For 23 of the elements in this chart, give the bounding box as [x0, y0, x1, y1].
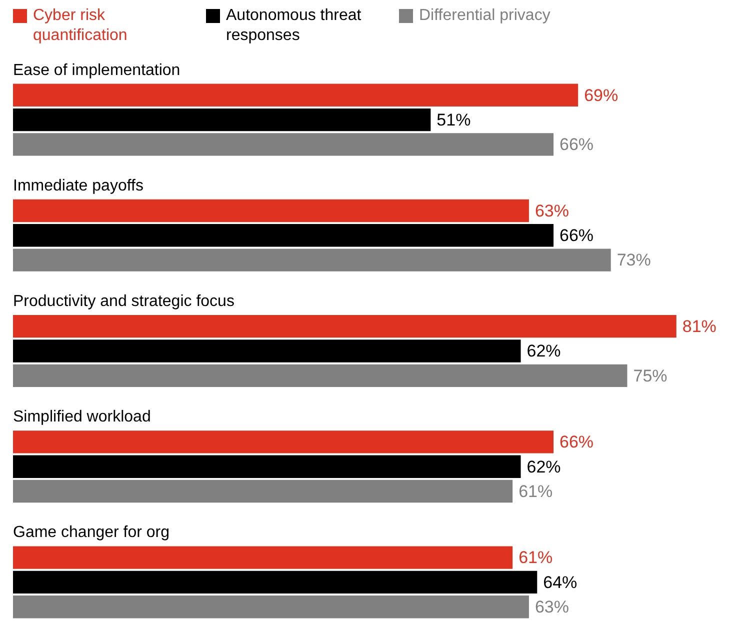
y-tick-label: Productivity and strategic focus — [13, 292, 234, 310]
data-label: 69% — [584, 86, 618, 105]
y-tick-label: Immediate payoffs — [13, 177, 144, 194]
data-label: 75% — [633, 366, 668, 386]
y-tick-label: Ease of implementation — [13, 62, 180, 79]
legend-label: Autonomous threat responses — [226, 6, 362, 46]
legend-label: Cyber risk quantification — [33, 6, 128, 46]
data-label: 51% — [436, 110, 471, 130]
data-label: 64% — [543, 572, 578, 592]
data-label: 66% — [560, 432, 594, 452]
data-label: 63% — [534, 201, 569, 220]
legend-label: Differential privacy — [419, 6, 550, 26]
data-label: 62% — [526, 457, 561, 476]
data-label: 81% — [682, 317, 716, 336]
data-label: 73% — [616, 250, 651, 270]
y-tick-label: Game changer for org — [13, 524, 170, 542]
data-label: 66% — [560, 135, 594, 154]
y-tick-label: Simplified workload — [13, 408, 151, 426]
data-label: 62% — [526, 342, 561, 361]
data-label: 61% — [518, 482, 553, 501]
data-label: 61% — [518, 548, 553, 568]
data-label: 63% — [534, 598, 569, 617]
data-label: 66% — [560, 226, 594, 246]
